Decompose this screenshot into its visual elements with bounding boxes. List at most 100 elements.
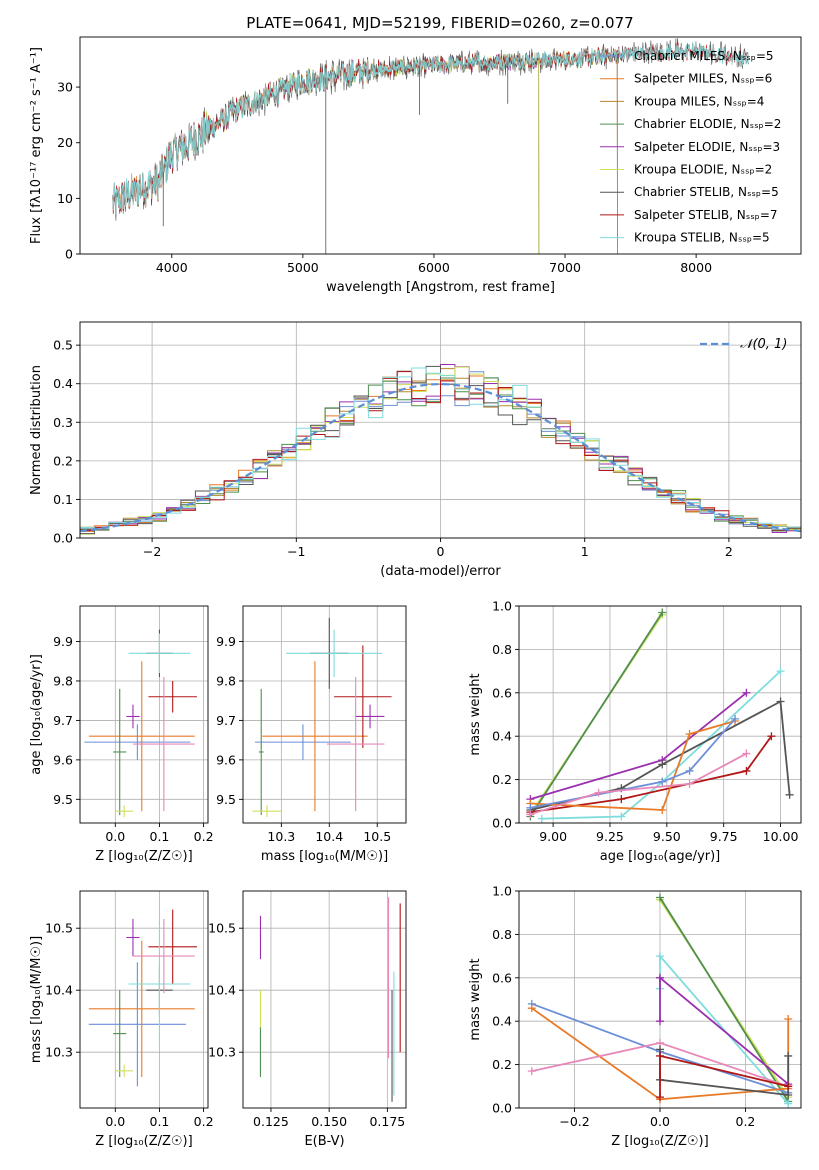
legend-label: Salpeter MILES, Nₛₛₚ=6 [634,72,772,86]
axes-frame [79,890,209,1109]
plot-area [84,629,197,818]
plot-area [259,897,401,1102]
legend-label: Chabrier MILES, Nₛₛₚ=5 [634,49,774,63]
weight-series-1 [656,893,793,1106]
weight-marker [537,814,546,823]
weight-marker [784,1082,793,1091]
legend-label: Kroupa STELIB, Nₛₛₚ=5 [634,231,770,245]
panel-mass_vs_Z: 0.0 0.1 0.2 10.3 10.4 10.5 Z [log₁₀(Z/Z☉)] mass… [29,890,214,1149]
plot-area [252,617,392,818]
y-axis-label: age [log₁₀(age/yr)] [29,654,44,775]
weight-marker [742,688,751,697]
y-tick-label: 20 [57,135,73,150]
errorbar-2 [258,688,264,816]
x-tick-label: 9.00 [539,829,567,844]
weight-marker [784,1090,793,1099]
x-tick-label: 0.125 [253,1114,289,1129]
x-tick-label: 10.4 [315,829,343,844]
errorbar-3 [252,805,282,818]
y-tick-label: 0.6 [492,685,512,700]
y-tick-label: 9.8 [53,673,73,688]
y-tick-label: 0.3 [53,415,73,430]
y-axis-label: Normed distribution [29,365,44,495]
weight-line [530,718,736,809]
axes-frame [79,605,209,824]
weight-line [529,612,664,817]
y-tick-label: 9.8 [216,673,236,688]
x-tick-label: 9.25 [596,829,624,844]
y-tick-label: 1.0 [492,884,512,899]
y-tick-label: 9.5 [53,792,73,807]
x-axis-label: Z [log₁₀(Z/Z☉)] [611,1134,708,1149]
x-axis-label: (data-model)/error [380,564,501,579]
weight-marker [776,667,785,676]
legend-label: Kroupa ELODIE, Nₛₛₚ=2 [634,163,772,177]
y-tick-label: 10.4 [208,983,236,998]
y-tick-label: 10.4 [45,983,73,998]
panel-mass_vs_ebv: 0.125 0.150 0.175 10.3 10.4 10.5 E(B-V) [208,890,407,1149]
x-axis-label: age [log₁₀(age/yr)] [600,849,721,864]
weight-series-7 [526,714,740,812]
y-tick-label: 10.5 [45,921,73,936]
legend-label: 𝒩(0, 1) [740,337,787,352]
weight-series-6 [526,717,740,814]
errorbar-4 [355,704,385,729]
panel-age_vs_mass: 10.3 10.4 10.5 9.5 9.6 9.7 9.8 9.9 mass [log₁₀(M… [216,605,407,864]
x-tick-label: 0 [437,544,445,559]
x-tick-label: 10.3 [267,829,295,844]
panel-spectrum: 4000 5000 6000 7000 8000 0 10 20 30 wavelength [A… [29,36,802,295]
plot-area [112,38,749,254]
y-tick-label: 0.5 [53,338,73,353]
x-axis-label: mass [log₁₀(M/M☉)] [261,849,388,864]
x-tick-label: 7000 [549,260,581,275]
y-tick-label: 9.5 [216,792,236,807]
errorbar-6 [148,909,197,984]
x-tick-label: 8000 [680,260,712,275]
x-tick-label: 0.2 [736,1114,756,1129]
spectrum-series-8 [112,41,749,215]
weight-series-8 [526,749,751,819]
errorbar-6 [334,645,392,749]
errorbar-0 [84,724,191,760]
plot-area [526,608,794,823]
x-tick-label: 10.5 [363,829,391,844]
y-tick-label: 0.8 [492,642,512,657]
legend-label: Salpeter STELIB, Nₛₛₚ=7 [634,208,778,222]
y-axis-label: Flux [fλ10⁻¹⁷ erg cm⁻² s⁻¹ A⁻¹] [29,47,44,244]
x-tick-label: 0.1 [150,1114,170,1129]
y-tick-label: 9.7 [216,713,236,728]
x-tick-label: 0.2 [194,829,214,844]
weight-marker [656,973,664,982]
y-tick-label: 0.1 [53,492,73,507]
weight-marker [656,1051,664,1060]
y-tick-label: 9.9 [216,634,236,649]
legend-label: Chabrier ELODIE, Nₛₛₚ=2 [634,117,781,131]
x-tick-label: 0.2 [194,1114,214,1129]
axes-frame [242,890,407,1109]
y-tick-label: 10.5 [208,921,236,936]
axes-frame [79,36,802,255]
weight-marker [785,790,794,799]
y-tick-label: 9.9 [53,634,73,649]
weight-marker [656,1093,664,1102]
x-tick-label: 9.50 [653,829,681,844]
weight-marker [656,893,664,902]
y-tick-label: 0 [65,247,73,262]
legend-label: Salpeter ELODIE, Nₛₛₚ=3 [634,140,780,154]
x-tick-label: 10.00 [763,829,799,844]
y-axis-label: mass [log₁₀(M/M☉)] [29,936,44,1063]
y-tick-label: 30 [57,80,73,95]
x-tick-label: 9.75 [710,829,738,844]
errorbar-2 [113,990,127,1077]
panel-age_vs_Z: 0.0 0.1 0.2 9.5 9.6 9.7 9.8 9.9 Z [log₁₀(Z/Z☉)] a… [29,605,214,864]
x-tick-label: 0.0 [105,1114,125,1129]
y-tick-label: 0.2 [492,1057,512,1072]
weight-line [659,975,789,1085]
errorbar-8 [132,677,195,812]
weight-marker [617,812,626,821]
weight-marker [776,697,785,706]
x-tick-label: 6000 [418,260,450,275]
normal-reference-curve [80,382,801,533]
x-tick-label: −0.2 [559,1114,589,1129]
y-tick-label: 0.2 [53,453,73,468]
